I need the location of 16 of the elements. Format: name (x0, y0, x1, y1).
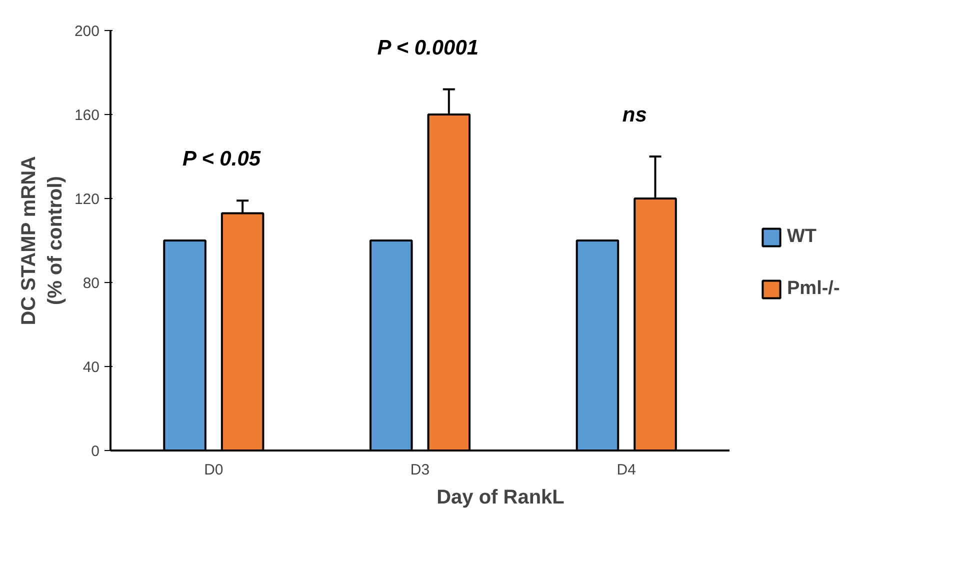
y-tick-label: 200 (74, 23, 100, 40)
annotation: P < 0.0001 (377, 36, 479, 60)
y-tick-label: 120 (74, 191, 100, 208)
y-tick-label: 40 (82, 359, 100, 376)
y-tick-label: 160 (74, 107, 100, 124)
y-axis-title: DC STAMP mRNA (% of control) (18, 156, 66, 326)
y-tick-label: 80 (82, 275, 100, 292)
y-tick-label: 0 (91, 443, 100, 460)
legend-label: Pml-/- (787, 278, 840, 300)
annotation: P < 0.05 (182, 148, 261, 171)
x-tick-label: D4 (616, 462, 636, 478)
x-tick-label: D3 (410, 462, 430, 478)
x-axis-title: Day of RankL (436, 486, 564, 508)
annotation: ns (622, 104, 647, 126)
x-tick-label: D0 (204, 462, 224, 478)
legend-label: WT (787, 226, 817, 248)
